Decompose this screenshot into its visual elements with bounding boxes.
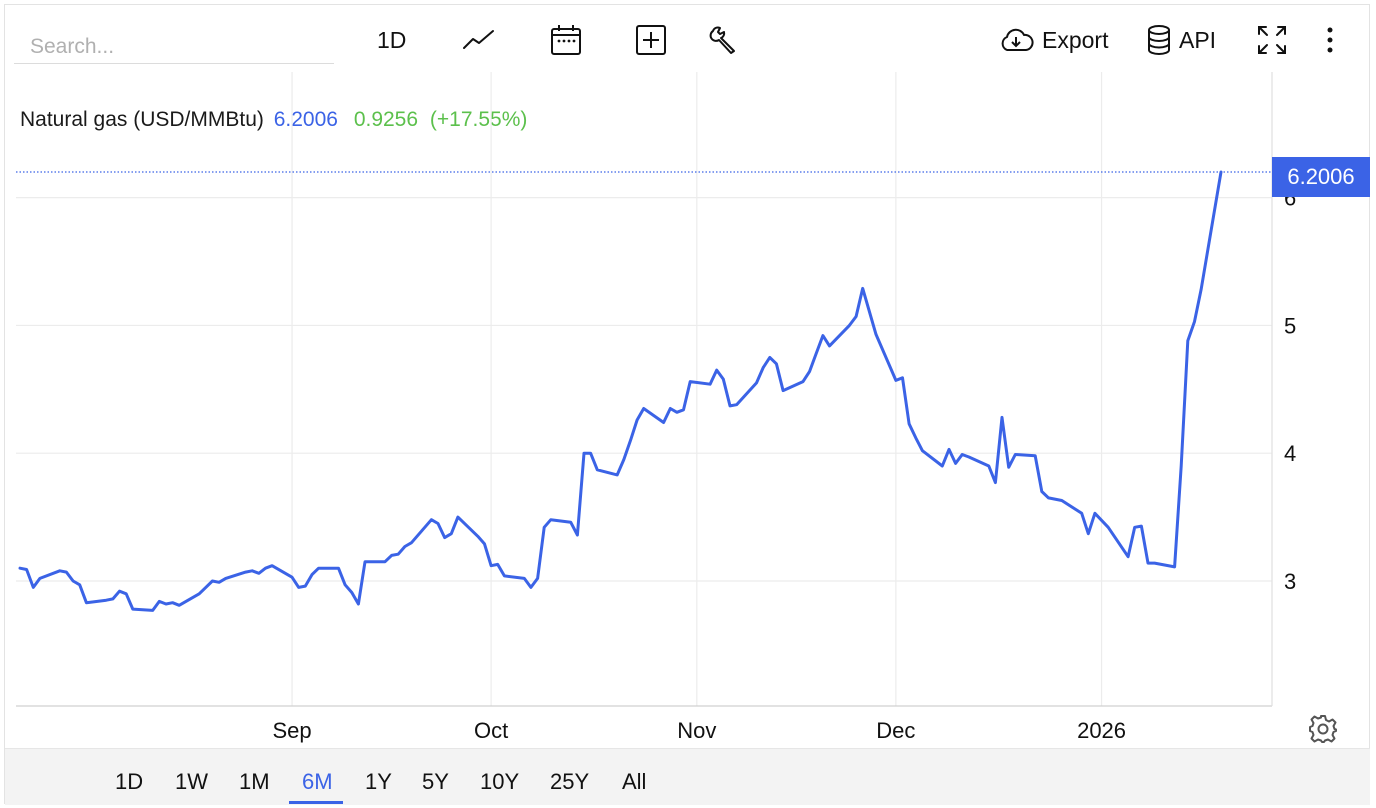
gear-icon (1309, 715, 1337, 743)
range-button-1y[interactable]: 1Y (365, 769, 392, 794)
interval-button[interactable]: 1D (377, 20, 406, 60)
legend-value: 6.2006 (273, 108, 338, 131)
export-label: Export (1042, 26, 1109, 53)
plus-square-icon (636, 25, 666, 55)
compare-button[interactable] (635, 20, 667, 60)
legend-change-pct: (+17.55%) (429, 108, 528, 131)
range-button-1w[interactable]: 1W (175, 769, 208, 794)
cloud-download-icon (1001, 28, 1034, 51)
interval-label: 1D (377, 26, 407, 53)
range-button-all[interactable]: All (622, 769, 647, 794)
more-vertical-icon (1327, 27, 1333, 53)
range-button-25y[interactable]: 25Y (550, 769, 590, 794)
chart-legend: Natural gas (USD/MMBtu) 6.2006 0.9256 (+… (20, 108, 527, 132)
range-button-6m[interactable]: 6M (302, 769, 333, 794)
wrench-icon (709, 26, 735, 54)
last-price-tag: 6.2006 (1272, 157, 1370, 197)
chart-type-button[interactable] (462, 20, 496, 60)
range-button-1m[interactable]: 1M (239, 769, 270, 794)
api-button[interactable]: API (1147, 20, 1216, 60)
database-icon (1148, 25, 1170, 55)
legend-series-name: Natural gas (USD/MMBtu) (20, 108, 264, 131)
legend-change: 0.9256 (353, 108, 419, 131)
fullscreen-button[interactable] (1256, 20, 1288, 60)
api-label: API (1179, 26, 1217, 53)
range-selector: 1D 1W 1M 6M 1Y 5Y 10Y 25Y All (5, 748, 1370, 805)
calendar-icon (551, 25, 581, 55)
export-button[interactable]: Export (998, 20, 1108, 60)
range-button-5y[interactable]: 5Y (422, 769, 449, 794)
date-range-button[interactable] (550, 20, 582, 60)
active-range-indicator (289, 801, 343, 804)
toolbar: 1D Export (0, 0, 1376, 72)
line-chart-icon (463, 30, 494, 49)
more-button[interactable] (1320, 20, 1340, 60)
range-button-10y[interactable]: 10Y (480, 769, 520, 794)
range-button-1d[interactable]: 1D (115, 769, 144, 794)
settings-button[interactable] (1308, 714, 1338, 749)
search-input[interactable] (14, 24, 334, 64)
fullscreen-icon (1258, 26, 1286, 54)
tools-button[interactable] (709, 20, 739, 60)
